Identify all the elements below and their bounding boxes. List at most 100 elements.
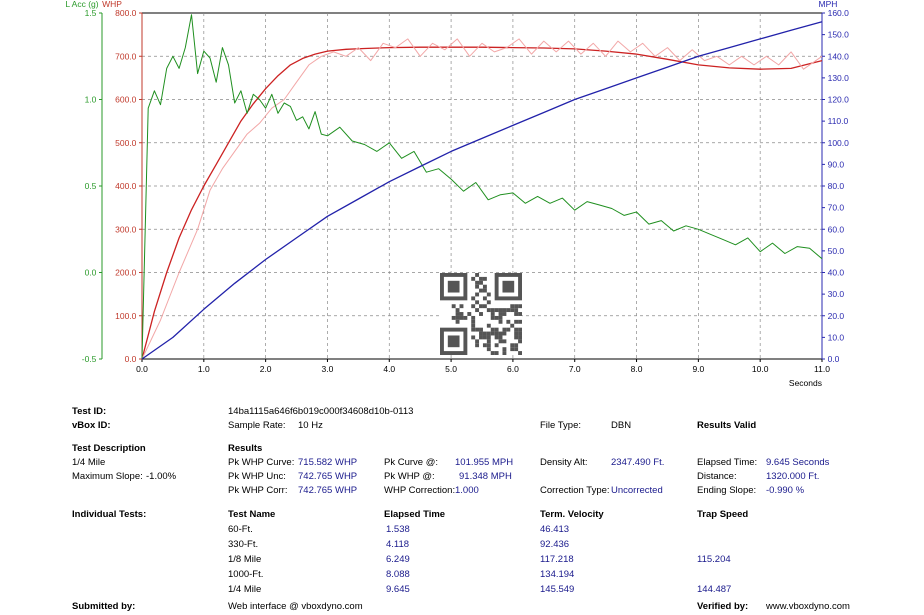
mph-axis-tick-label: 0.0 xyxy=(828,354,840,364)
whp-axis-tick-label: 0.0 xyxy=(125,354,137,364)
pk-whp-at-value: 91.348 MPH xyxy=(459,471,512,482)
x-tick-label: 10.0 xyxy=(752,364,769,374)
col-trap-speed: Trap Speed xyxy=(697,509,749,520)
pk-whp-at-label: Pk WHP @: xyxy=(384,471,435,482)
correction-type-value: Uncorrected xyxy=(611,485,663,496)
x-tick-label: 7.0 xyxy=(569,364,581,374)
verified-by-value: www.vboxdyno.com xyxy=(766,601,850,612)
sample-rate-label: Sample Rate: xyxy=(228,420,286,431)
l-acc-axis-tick-label: 1.0 xyxy=(85,95,97,105)
test-trap-cell: 144.487 xyxy=(697,584,732,595)
mph-axis-tick-label: 50.0 xyxy=(828,246,845,256)
mph-axis-tick-label: 30.0 xyxy=(828,289,845,299)
x-tick-label: 8.0 xyxy=(631,364,643,374)
test-elapsed-cell: 6.249 xyxy=(386,554,410,565)
test-name-cell: 330-Ft. xyxy=(228,539,259,550)
whp-axis-tick-label: 700.0 xyxy=(115,51,137,61)
test-elapsed-cell: 8.088 xyxy=(386,569,410,580)
whp-axis-title: WHP xyxy=(102,0,122,9)
whp-axis-tick-label: 400.0 xyxy=(115,181,137,191)
x-tick-label: 0.0 xyxy=(136,364,148,374)
whp-correction-label: WHP Correction: xyxy=(384,485,456,496)
col-term-velocity: Term. Velocity xyxy=(540,509,604,520)
mph-axis-tick-label: 150.0 xyxy=(828,30,850,40)
test-elapsed-cell: 4.118 xyxy=(386,539,410,550)
whp-axis-tick-label: 600.0 xyxy=(115,95,137,105)
col-test-name: Test Name xyxy=(228,509,276,520)
test-id-label: Test ID: xyxy=(72,406,107,417)
distance-label: Distance: xyxy=(697,471,737,482)
test-description-heading: Test Description xyxy=(72,443,146,454)
l-acc-axis-tick-label: -0.5 xyxy=(82,354,97,364)
test-description: 1/4 Mile xyxy=(72,457,106,468)
mph-series xyxy=(141,21,823,360)
distance-value: 1320.000 Ft. xyxy=(766,471,820,482)
whp-axis-tick-label: 100.0 xyxy=(115,311,137,321)
mph-axis-tick-label: 130.0 xyxy=(828,73,850,83)
mph-axis-tick-label: 90.0 xyxy=(828,159,845,169)
pk-curve-value: 715.582 WHP xyxy=(298,457,358,468)
mph-axis-tick-label: 140.0 xyxy=(828,51,850,61)
mph-axis-tick-label: 40.0 xyxy=(828,268,845,278)
test-velocity-cell: 46.413 xyxy=(540,524,570,535)
x-tick-label: 4.0 xyxy=(383,364,395,374)
correction-type-label: Correction Type: xyxy=(540,485,610,496)
file-type-value: DBN xyxy=(611,420,632,431)
whp-axis-tick-label: 300.0 xyxy=(115,224,137,234)
max-slope-label: Maximum Slope: xyxy=(72,471,143,482)
results-valid: Results Valid xyxy=(697,420,757,431)
density-alt-label: Density Alt: xyxy=(540,457,588,468)
whp-axis-tick-label: 200.0 xyxy=(115,268,137,278)
mph-axis-tick-label: 160.0 xyxy=(828,8,850,18)
mph-axis-tick-label: 20.0 xyxy=(828,311,845,321)
pk-unc-label: Pk WHP Unc: xyxy=(228,471,286,482)
whp-raw-series xyxy=(141,38,823,360)
vbox-id-label: vBox ID: xyxy=(72,420,111,431)
test-name-cell: 1/8 Mile xyxy=(228,554,262,565)
submitted-by-value: Web interface @ vboxdyno.com xyxy=(228,601,363,612)
results-heading: Results xyxy=(228,443,263,454)
x-tick-label: 5.0 xyxy=(445,364,457,374)
verified-by-label: Verified by: xyxy=(697,601,749,612)
mph-axis-tick-label: 100.0 xyxy=(828,138,850,148)
file-type-label: File Type: xyxy=(540,420,582,431)
x-tick-label: 11.0 xyxy=(814,364,830,374)
mph-axis-tick-label: 70.0 xyxy=(828,203,845,213)
l-acc-axis-tick-label: 1.5 xyxy=(85,8,97,18)
l-acc-axis-title: L Acc (g) xyxy=(65,0,98,9)
mph-axis-tick-label: 10.0 xyxy=(828,332,845,342)
test-name-cell: 1/4 Mile xyxy=(228,584,262,595)
test-id-value: 14ba1115a646f6b019c000f34608d10b-0113 xyxy=(228,406,414,417)
qr-code xyxy=(440,273,522,355)
elapsed-time-label: Elapsed Time: xyxy=(697,457,758,468)
individual-tests-label: Individual Tests: xyxy=(72,509,147,520)
whp-curve-series xyxy=(141,46,823,360)
density-alt-value: 2347.490 Ft. xyxy=(611,457,665,468)
x-tick-label: 2.0 xyxy=(260,364,272,374)
l-acc-axis-tick-label: 0.5 xyxy=(85,181,97,191)
test-velocity-cell: 117.218 xyxy=(540,554,574,565)
whp-axis-tick-label: 800.0 xyxy=(115,8,137,18)
mph-axis-tick-label: 60.0 xyxy=(828,224,845,234)
test-velocity-cell: 92.436 xyxy=(540,539,570,550)
whp-correction-value: 1.000 xyxy=(455,485,479,496)
test-velocity-cell: 145.549 xyxy=(540,584,575,595)
pk-unc-value: 742.765 WHP xyxy=(298,471,358,482)
x-tick-label: 6.0 xyxy=(507,364,519,374)
x-tick-label: 9.0 xyxy=(692,364,704,374)
x-axis-label: Seconds xyxy=(789,378,822,388)
test-elapsed-cell: 9.645 xyxy=(386,584,410,595)
test-velocity-cell: 134.194 xyxy=(540,569,575,580)
ending-slope-value: -0.990 % xyxy=(766,485,805,496)
l-acc-axis-tick-label: 0.0 xyxy=(85,268,97,278)
sample-rate-value: 10 Hz xyxy=(298,420,323,431)
x-tick-label: 1.0 xyxy=(198,364,210,374)
pk-corr-value: 742.765 WHP xyxy=(298,485,358,496)
col-elapsed-time: Elapsed Time xyxy=(384,509,446,520)
pk-corr-label: Pk WHP Corr: xyxy=(228,485,288,496)
max-slope-value: -1.00% xyxy=(146,471,177,482)
whp-axis-tick-label: 500.0 xyxy=(115,138,137,148)
mph-axis-tick-label: 120.0 xyxy=(828,95,850,105)
test-elapsed-cell: 1.538 xyxy=(386,524,410,535)
x-tick-label: 3.0 xyxy=(322,364,334,374)
